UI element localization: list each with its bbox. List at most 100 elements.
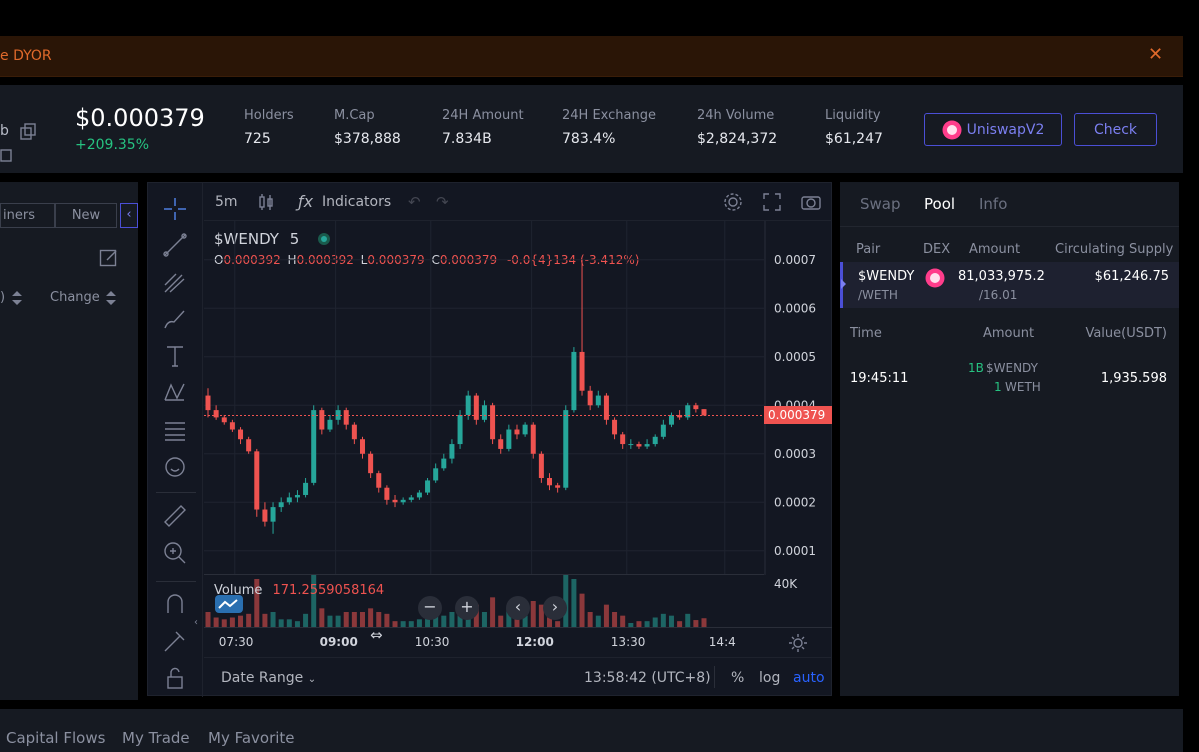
- check-button[interactable]: Check: [1074, 113, 1157, 146]
- resize-cursor-icon: ⇔: [370, 626, 383, 644]
- edit-icon[interactable]: [99, 248, 119, 268]
- volume-bar: [311, 575, 317, 627]
- candle-body: [636, 444, 642, 447]
- trend-line-icon[interactable]: [162, 232, 188, 258]
- magnet-icon[interactable]: [162, 591, 188, 617]
- close-icon[interactable]: ✕: [1148, 44, 1164, 65]
- percent-toggle[interactable]: %: [731, 670, 745, 686]
- volume-bar: [262, 613, 268, 627]
- text-icon[interactable]: [162, 343, 188, 369]
- fullscreen-icon[interactable]: [762, 192, 782, 212]
- tx-row[interactable]: 19:45:11 1B $WENDY 1 WETH 1,935.598: [840, 358, 1179, 400]
- volume-bar: [425, 613, 431, 627]
- pitchfork-icon[interactable]: [162, 269, 188, 295]
- volume-bar: [473, 604, 479, 627]
- candle-body: [449, 444, 455, 459]
- candle-body: [465, 395, 471, 415]
- candle-body: [668, 414, 674, 425]
- volume-chart: [205, 575, 707, 627]
- redo-icon[interactable]: ↷: [436, 193, 449, 211]
- stat-label: Liquidity: [825, 108, 881, 123]
- zoom-in-icon[interactable]: [162, 540, 188, 566]
- tab-pool[interactable]: Pool: [924, 195, 956, 213]
- volume-bar: [278, 619, 284, 627]
- stat-label: 24H Exchange: [562, 108, 656, 123]
- tx-symbol1: $WENDY: [986, 361, 1038, 375]
- undo-icon[interactable]: ↶: [408, 193, 421, 211]
- token-stats-bar: b: [0, 85, 1183, 173]
- header-time: Time: [850, 326, 882, 341]
- copy-icon-2[interactable]: [0, 145, 14, 163]
- volume-bar: [490, 597, 496, 627]
- volume-bar: [538, 604, 544, 627]
- uniswap-icon: [942, 120, 962, 139]
- date-range-button[interactable]: Date Range ⌄: [221, 670, 317, 686]
- zoom-out-button[interactable]: −: [418, 596, 442, 620]
- stat-value: $2,824,372: [697, 131, 778, 147]
- candle-type-icon[interactable]: [256, 192, 276, 212]
- candle-body: [538, 453, 544, 479]
- candle-body: [473, 395, 479, 420]
- stat-label: 24h Volume: [697, 108, 775, 123]
- sort-icon[interactable]: [105, 290, 117, 306]
- zoom-in-button[interactable]: +: [455, 596, 479, 620]
- volume-bar: [595, 615, 601, 627]
- copy-icon[interactable]: [20, 123, 38, 141]
- candle-body: [701, 409, 707, 416]
- tab-capital-flows[interactable]: Capital Flows: [6, 729, 106, 747]
- candle-body: [311, 410, 317, 483]
- volume-bar: [612, 612, 618, 627]
- candle-body: [213, 410, 219, 418]
- tab-my-favorite[interactable]: My Favorite: [208, 729, 295, 747]
- pattern-icon[interactable]: [162, 380, 188, 406]
- ruler-icon[interactable]: [162, 503, 188, 529]
- collapse-toolbar-icon[interactable]: ‹: [194, 617, 198, 628]
- camera-icon[interactable]: [800, 192, 822, 212]
- tab-new[interactable]: New: [55, 203, 117, 228]
- candle-body: [563, 410, 569, 488]
- chart-panel: 5m ƒx Indicators ↶ ↷ $WENDY 5 O0.000392 …: [147, 182, 832, 697]
- candle-body: [351, 424, 357, 440]
- indicators-button[interactable]: Indicators: [322, 194, 392, 210]
- pair-row[interactable]: $WENDY /WETH 81,033,975.2 /16.01 $61,246…: [840, 262, 1179, 308]
- tx-amount2: 1: [994, 380, 1002, 394]
- emoji-icon[interactable]: [162, 454, 188, 480]
- indicators-icon[interactable]: ƒx: [298, 192, 314, 211]
- sort-icon[interactable]: [11, 290, 23, 306]
- axis-settings-icon[interactable]: [788, 633, 808, 653]
- price-chart[interactable]: 0.00070.00060.00050.00040.00030.00020.00…: [204, 221, 832, 575]
- crosshair-icon[interactable]: [162, 196, 188, 222]
- auto-toggle[interactable]: auto: [793, 670, 825, 686]
- volume-bar: [660, 613, 666, 627]
- tab-my-trade[interactable]: My Trade: [122, 729, 190, 747]
- tab-info[interactable]: Info: [979, 195, 1008, 213]
- candle-body: [425, 480, 431, 493]
- volume-axis-label: 40K: [774, 577, 798, 591]
- chevron-left-icon[interactable]: ‹: [120, 203, 138, 228]
- volume-bar: [547, 617, 553, 627]
- scroll-left-button[interactable]: ‹: [506, 596, 530, 620]
- stat-value: 725: [244, 131, 271, 147]
- candle-body: [294, 494, 300, 498]
- divider: [840, 226, 1179, 227]
- tab-swap[interactable]: Swap: [860, 195, 901, 213]
- candle-body: [270, 507, 276, 522]
- stat-value: 783.4%: [562, 131, 616, 147]
- volume-bar: [563, 575, 569, 627]
- candle-body: [335, 410, 341, 420]
- tab-gainers[interactable]: iners: [0, 203, 55, 228]
- fib-icon[interactable]: [162, 417, 188, 443]
- settings-icon[interactable]: [722, 191, 744, 213]
- log-toggle[interactable]: log: [759, 670, 781, 686]
- volume-bar: [319, 608, 325, 627]
- volume-bar: [294, 621, 300, 627]
- candle-body: [416, 492, 422, 498]
- unlock-icon[interactable]: [162, 665, 188, 691]
- pane-separator: [204, 574, 764, 575]
- candle-body: [205, 395, 211, 411]
- dex-uniswap-button[interactable]: UniswapV2: [924, 113, 1062, 146]
- lock-drawing-icon[interactable]: [162, 628, 188, 654]
- scroll-right-button[interactable]: ›: [543, 596, 567, 620]
- brush-icon[interactable]: [162, 306, 188, 332]
- interval-button[interactable]: 5m: [215, 194, 238, 210]
